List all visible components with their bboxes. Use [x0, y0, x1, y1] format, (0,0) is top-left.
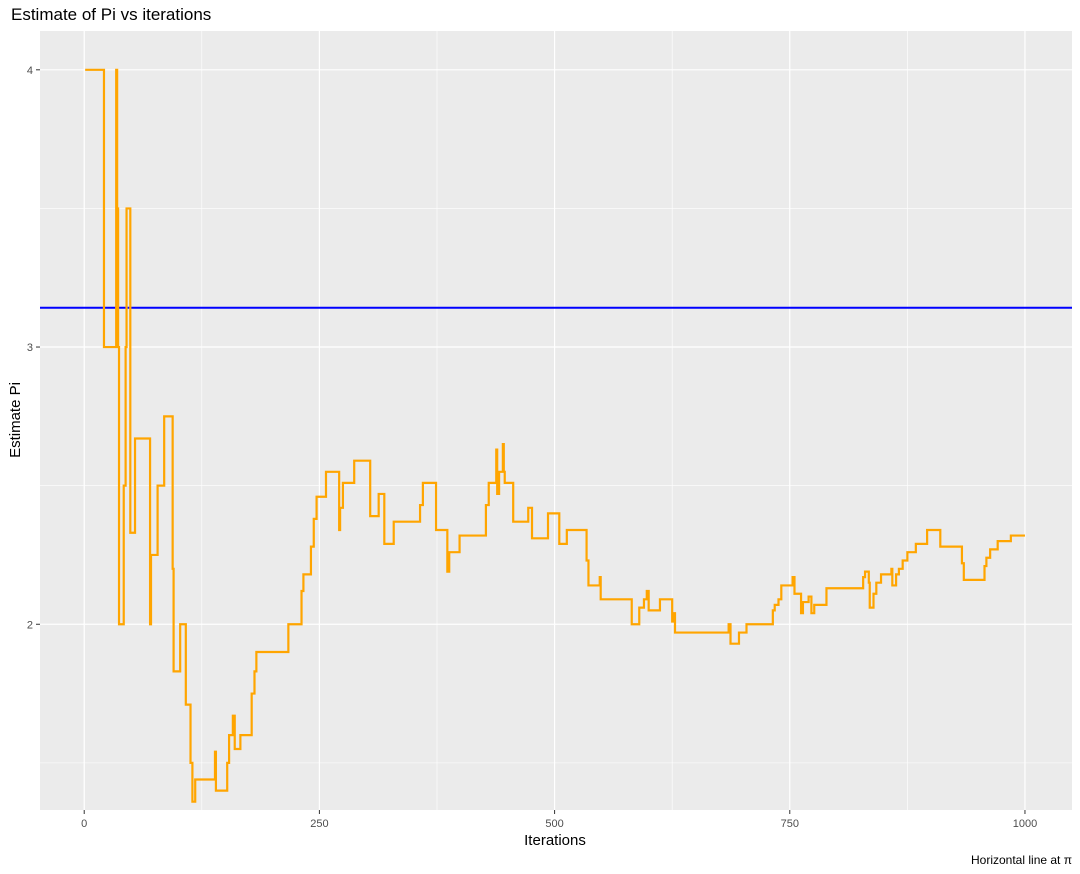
grid-minor	[40, 31, 1072, 810]
y-tick-label: 3	[27, 342, 33, 354]
series-group	[85, 68, 1025, 803]
x-axis-title: Iterations	[524, 832, 586, 849]
series-line-0	[85, 68, 1025, 803]
x-tick-label: 0	[81, 818, 87, 830]
x-tick-label: 500	[545, 818, 563, 830]
x-tick-label: 250	[310, 818, 328, 830]
y-axis: 2 3 4	[27, 65, 40, 631]
plot-panel	[40, 31, 1072, 810]
y-axis-title: Estimate Pi	[7, 382, 24, 458]
chart-title: Estimate of Pi vs iterations	[11, 5, 212, 24]
y-tick-label: 2	[27, 619, 33, 631]
x-tick-label: 1000	[1013, 818, 1037, 830]
chart-caption: Horizontal line at π	[971, 853, 1072, 867]
y-tick-label: 4	[27, 65, 33, 77]
x-tick-label: 750	[781, 818, 799, 830]
x-axis: 0 250 500 750 1000	[81, 810, 1037, 830]
grid-major	[40, 31, 1072, 810]
